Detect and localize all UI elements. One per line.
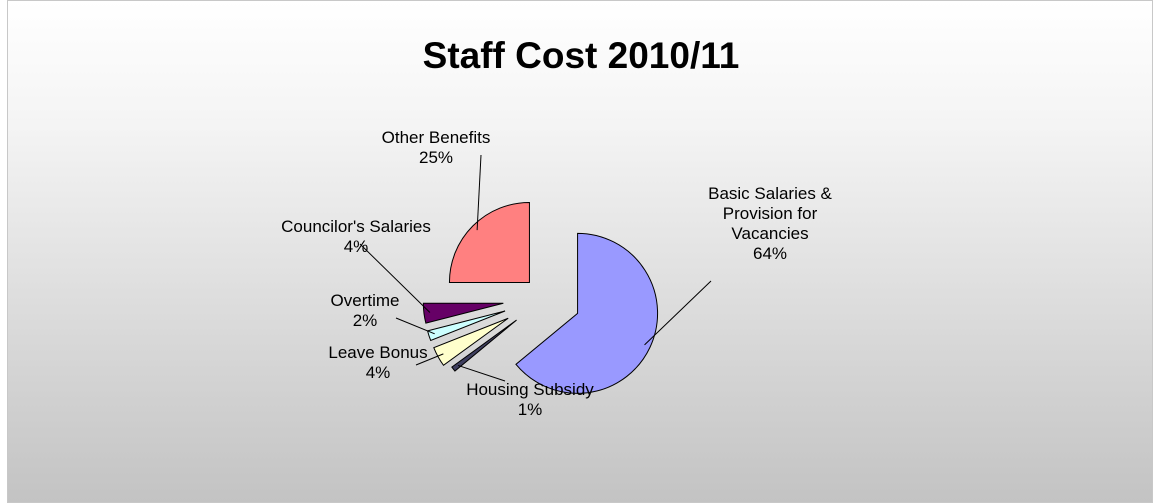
- slice-label: Housing Subsidy 1%: [466, 380, 594, 419]
- chart-title: Staff Cost 2010/11: [422, 35, 740, 76]
- pie-chart: Basic Salaries & Provision for Vacancies 64…: [281, 128, 832, 419]
- slice-label: Other Benefits 25%: [382, 128, 491, 167]
- pie-slice: [451, 319, 517, 372]
- leader-line: [457, 364, 506, 382]
- leader-line: [476, 154, 482, 231]
- pie-slice: [422, 302, 504, 324]
- slice-label: Councilor's Salaries 4%: [281, 217, 431, 256]
- pie-slice: [448, 201, 530, 283]
- leader-line: [644, 280, 712, 346]
- slice-label: Overtime 2%: [331, 291, 400, 330]
- leader-line: [415, 353, 444, 366]
- pie-slice: [433, 317, 509, 366]
- pie-slice: [515, 232, 659, 394]
- chart-area: Staff Cost 2010/11 Basic Salaries & Provi…: [7, 0, 1153, 503]
- leader-line: [359, 243, 431, 313]
- slice-label: Basic Salaries & Provision for Vacancies 64…: [708, 184, 832, 263]
- slice-label: Leave Bonus 4%: [328, 343, 427, 382]
- leader-line: [395, 317, 435, 335]
